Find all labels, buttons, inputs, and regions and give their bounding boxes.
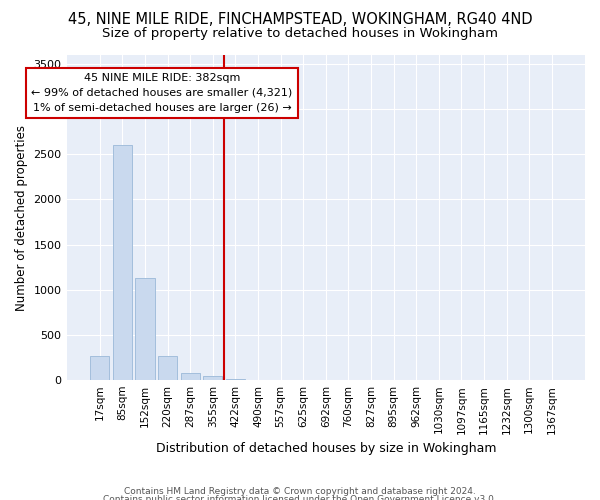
Bar <box>226 378 245 380</box>
Bar <box>90 356 109 380</box>
Bar <box>136 278 155 380</box>
Text: 45, NINE MILE RIDE, FINCHAMPSTEAD, WOKINGHAM, RG40 4ND: 45, NINE MILE RIDE, FINCHAMPSTEAD, WOKIN… <box>68 12 532 28</box>
Text: Contains public sector information licensed under the Open Government Licence v3: Contains public sector information licen… <box>103 495 497 500</box>
X-axis label: Distribution of detached houses by size in Wokingham: Distribution of detached houses by size … <box>155 442 496 455</box>
Text: 45 NINE MILE RIDE: 382sqm
← 99% of detached houses are smaller (4,321)
1% of sem: 45 NINE MILE RIDE: 382sqm ← 99% of detac… <box>31 73 293 112</box>
Bar <box>113 146 132 380</box>
Bar <box>181 373 200 380</box>
Text: Size of property relative to detached houses in Wokingham: Size of property relative to detached ho… <box>102 28 498 40</box>
Bar <box>158 356 177 380</box>
Text: Contains HM Land Registry data © Crown copyright and database right 2024.: Contains HM Land Registry data © Crown c… <box>124 488 476 496</box>
Y-axis label: Number of detached properties: Number of detached properties <box>15 124 28 310</box>
Bar <box>203 376 223 380</box>
